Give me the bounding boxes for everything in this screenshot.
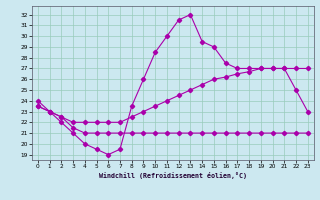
X-axis label: Windchill (Refroidissement éolien,°C): Windchill (Refroidissement éolien,°C) (99, 172, 247, 179)
